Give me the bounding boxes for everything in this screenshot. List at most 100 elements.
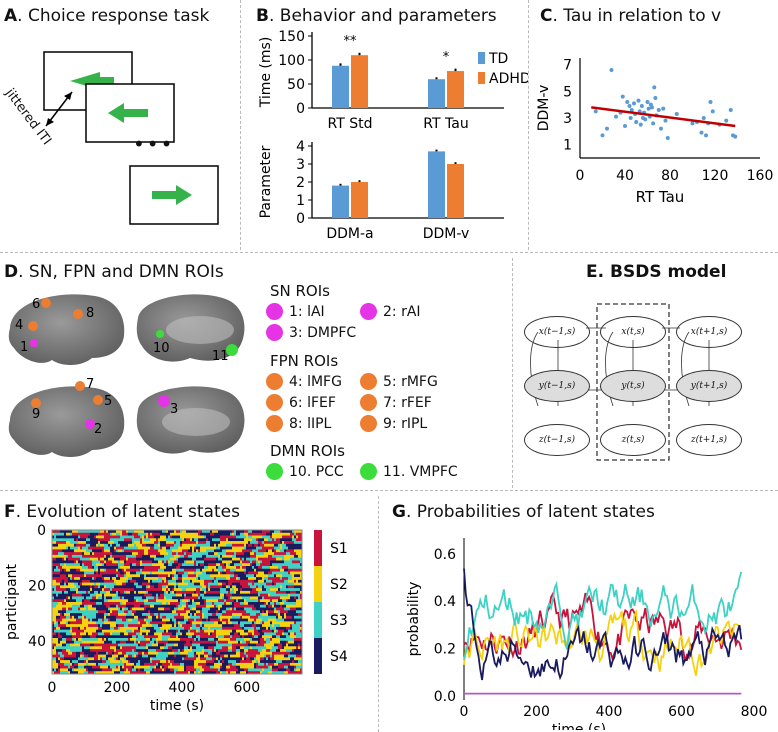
heatmap-cell — [220, 618, 223, 622]
scatter-point — [690, 121, 695, 126]
heatmap-cell — [176, 560, 179, 564]
heatmap-cell — [238, 602, 241, 606]
heatmap-cell — [178, 579, 181, 583]
scatter-point — [623, 124, 627, 128]
heatmap-cell — [118, 629, 121, 633]
heatmap-cell — [248, 535, 251, 539]
heatmap-cell — [112, 632, 115, 636]
heatmap-cell — [68, 624, 71, 628]
heatmap-cell — [232, 577, 235, 581]
heatmap-cell — [176, 590, 179, 594]
heatmap-cell — [222, 543, 225, 547]
heatmap-cell — [124, 618, 127, 622]
heatmap-cell — [104, 554, 107, 558]
heatmap-cell — [280, 566, 283, 570]
heatmap-cell — [172, 599, 175, 603]
heatmap-cell — [108, 566, 111, 570]
heatmap-cell — [110, 543, 113, 547]
heatmap-cell — [60, 624, 63, 628]
heatmap-cell — [212, 552, 215, 556]
heatmap-cell — [300, 632, 303, 636]
heatmap-cell — [238, 543, 241, 547]
heatmap-cell — [192, 579, 195, 583]
heatmap-cell — [180, 560, 183, 564]
heatmap-cell — [228, 552, 231, 556]
heatmap-cell — [98, 618, 101, 622]
brain-label: 7 — [86, 377, 94, 392]
heatmap-cell — [74, 579, 77, 583]
heatmap-cell — [294, 538, 297, 542]
heatmap-cell — [104, 618, 107, 622]
heatmap-cell — [102, 593, 105, 597]
heatmap-cell — [186, 543, 189, 547]
heatmap-cell — [172, 563, 175, 567]
heatmap-cell — [118, 610, 121, 614]
heatmap-cell — [218, 618, 221, 622]
heatmap-cell — [168, 577, 171, 581]
heatmap-cell — [256, 532, 259, 536]
heatmap-cell — [112, 543, 115, 547]
heatmap-cell — [282, 566, 285, 570]
heatmap-cell — [262, 541, 265, 545]
heatmap-cell — [156, 538, 159, 542]
heatmap-cell — [228, 577, 231, 581]
heatmap-cell — [268, 590, 271, 594]
heatmap-cell — [196, 557, 199, 561]
heatmap-cell — [264, 613, 267, 617]
heatmap-cell — [86, 602, 89, 606]
heatmap-cell — [266, 610, 269, 614]
heatmap-cell — [144, 626, 147, 630]
heatmap-cell — [134, 593, 137, 597]
heatmap-cell — [110, 585, 113, 589]
heatmap-cell — [116, 588, 119, 592]
heatmap-cell — [114, 582, 117, 586]
heatmap-cell — [86, 626, 89, 630]
heatmap-cell — [140, 566, 143, 570]
heatmap-cell — [278, 621, 281, 625]
heatmap-cell — [82, 563, 85, 567]
heatmap-cell — [142, 613, 145, 617]
heatmap-cell — [278, 615, 281, 619]
heatmap-cell — [82, 626, 85, 630]
heatmap-cell — [114, 560, 117, 564]
heatmap-cell — [130, 563, 133, 567]
heatmap-cell — [62, 532, 65, 536]
heatmap-cell — [262, 543, 265, 547]
heatmap-cell — [216, 613, 219, 617]
heatmap-cell — [158, 549, 161, 553]
heatmap-cell — [126, 563, 129, 567]
heatmap-cell — [88, 543, 91, 547]
heatmap-cell — [294, 588, 297, 592]
heatmap-cell — [144, 590, 147, 594]
heatmap-cell — [100, 615, 103, 619]
heatmap-cell — [256, 602, 259, 606]
heatmap-cell — [122, 615, 125, 619]
heatmap-cell — [182, 604, 185, 608]
heatmap-cell — [154, 535, 157, 539]
heatmap-cell — [156, 632, 159, 636]
heatmap-cell — [160, 629, 163, 633]
heatmap-cell — [222, 629, 225, 633]
heatmap-cell — [78, 566, 81, 570]
heatmap-cell — [126, 541, 129, 545]
heatmap-cell — [214, 626, 217, 630]
heatmap-cell — [186, 626, 189, 630]
heatmap-cell — [278, 554, 281, 558]
heatmap-cell — [170, 552, 173, 556]
heatmap-cell — [82, 566, 85, 570]
heatmap-cell — [260, 590, 263, 594]
heatmap-cell — [246, 566, 249, 570]
heatmap-cell — [172, 571, 175, 575]
heatmap-cell — [290, 552, 293, 556]
heatmap-cell — [254, 574, 257, 578]
heatmap-cell — [182, 538, 185, 542]
heatmap-cell — [98, 568, 101, 572]
heatmap-cell — [150, 560, 153, 564]
heatmap-cell — [236, 621, 239, 625]
heatmap-cell — [84, 554, 87, 558]
heatmap-cell — [68, 560, 71, 564]
heatmap-cell — [124, 629, 127, 633]
heatmap-cell — [240, 566, 243, 570]
roi-item: 2: rAI — [360, 303, 421, 320]
heatmap-cell — [162, 560, 165, 564]
